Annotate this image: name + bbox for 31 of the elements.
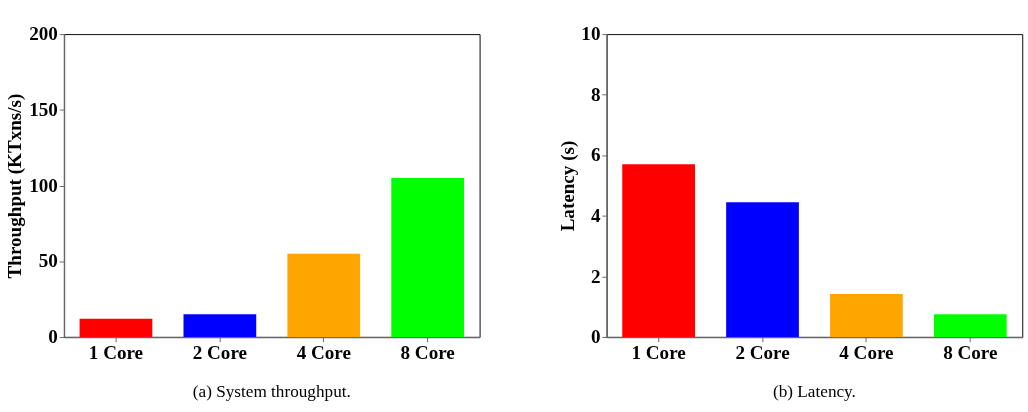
y-tick-label: 0	[590, 326, 601, 348]
x-tick-label: 1 Core	[88, 342, 144, 364]
x-tick-label: 8 Core	[943, 342, 998, 364]
x-tick-label: 4 Core	[296, 342, 351, 364]
y-tick-label: 150	[29, 99, 58, 121]
y-axis-title: Latency (s)	[556, 140, 579, 232]
text: (a) System throughput.	[192, 382, 351, 402]
x-tick-label: 4 Core	[839, 342, 894, 364]
y-tick-label: 50	[38, 250, 58, 272]
bar	[726, 202, 799, 337]
y-tick-label: 200	[29, 23, 58, 45]
bar	[830, 293, 903, 337]
x-tick-label: 2 Core	[192, 342, 247, 364]
x-tick-label: 2 Core	[735, 342, 790, 364]
y-tick-label: 8	[590, 83, 601, 105]
y-tick-label: 0	[48, 326, 58, 348]
y-tick-label: 100	[29, 174, 58, 196]
y-tick-label: 6	[590, 144, 601, 166]
y-tick-label: 10	[581, 23, 601, 45]
bar	[391, 177, 465, 337]
bar	[183, 314, 257, 337]
y-tick-label: 2	[590, 265, 601, 287]
x-tick-label: 8 Core	[400, 342, 455, 364]
x-tick-label: 1 Core	[631, 342, 686, 364]
bar	[79, 318, 153, 337]
bar	[933, 314, 1007, 337]
bar	[287, 253, 361, 337]
bar	[622, 164, 695, 337]
text: (b) Latency.	[773, 382, 856, 402]
y-tick-label: 4	[590, 205, 601, 227]
y-axis-title: Throughput (KTxns/s)	[4, 93, 27, 279]
